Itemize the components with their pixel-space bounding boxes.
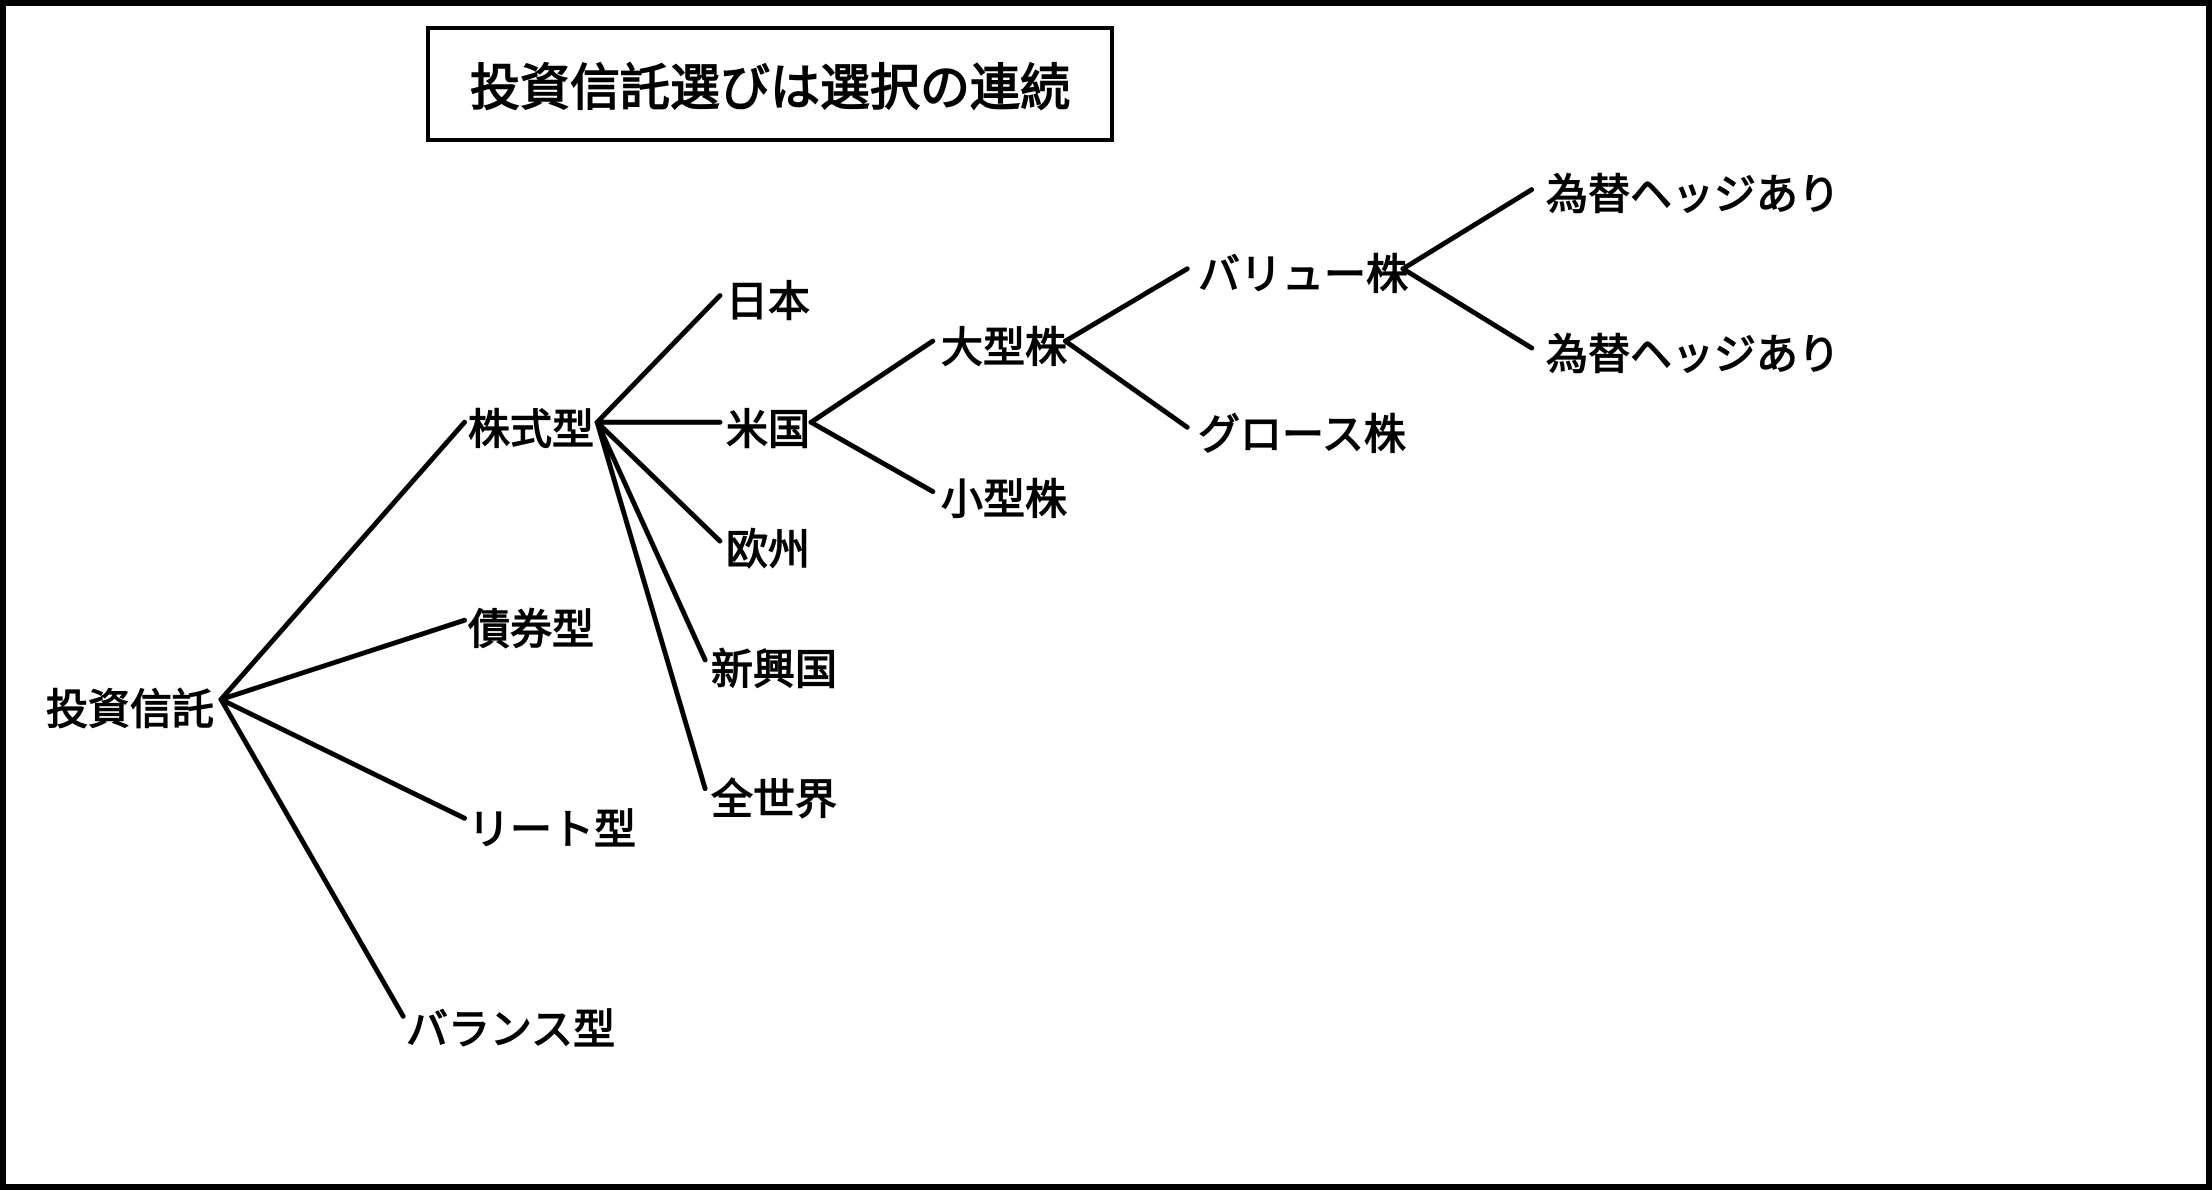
node-japan: 日本 [726, 268, 810, 329]
edge-largecap-growth [1065, 341, 1187, 427]
edge-root-reit [221, 699, 465, 818]
edge-value-hedge1 [1403, 190, 1532, 269]
node-hedge1: 為替ヘッジあり [1546, 161, 1840, 222]
node-us: 米国 [726, 396, 810, 457]
edges-layer [6, 6, 2206, 1184]
node-largecap: 大型株 [941, 314, 1067, 375]
edge-stock-eu [597, 422, 720, 541]
edge-value-hedge2 [1403, 269, 1532, 348]
node-smallcap: 小型株 [941, 466, 1067, 527]
node-world: 全世界 [711, 766, 837, 827]
node-growth: グロース株 [1198, 401, 1406, 462]
node-emerging: 新興国 [711, 636, 837, 697]
node-reit: リート型 [468, 796, 636, 857]
node-bond: 債券型 [468, 596, 594, 657]
edge-us-smallcap [811, 422, 933, 491]
node-hedge2: 為替ヘッジあり [1546, 321, 1840, 382]
node-stock: 株式型 [468, 396, 594, 457]
edge-stock-world [597, 422, 705, 788]
node-balance: バランス型 [406, 996, 615, 1057]
node-root: 投資信託 [46, 676, 214, 737]
diagram-title: 投資信託選びは選択の連続 [426, 26, 1114, 142]
node-eu: 欧州 [726, 516, 810, 577]
node-value: バリュー株 [1198, 241, 1408, 302]
title-text: 投資信託選びは選択の連続 [470, 60, 1070, 116]
diagram-canvas: 投資信託選びは選択の連続 投資信託 株式型債券型リート型バランス型 日本米国欧州新興… [0, 0, 2212, 1190]
edge-stock-japan [597, 296, 720, 423]
edge-us-largecap [811, 341, 933, 422]
edge-root-balance [221, 699, 403, 1016]
edge-stock-emerging [597, 422, 705, 660]
edge-root-bond [221, 620, 465, 699]
edge-largecap-value [1065, 269, 1187, 341]
edge-root-stock [221, 422, 465, 699]
